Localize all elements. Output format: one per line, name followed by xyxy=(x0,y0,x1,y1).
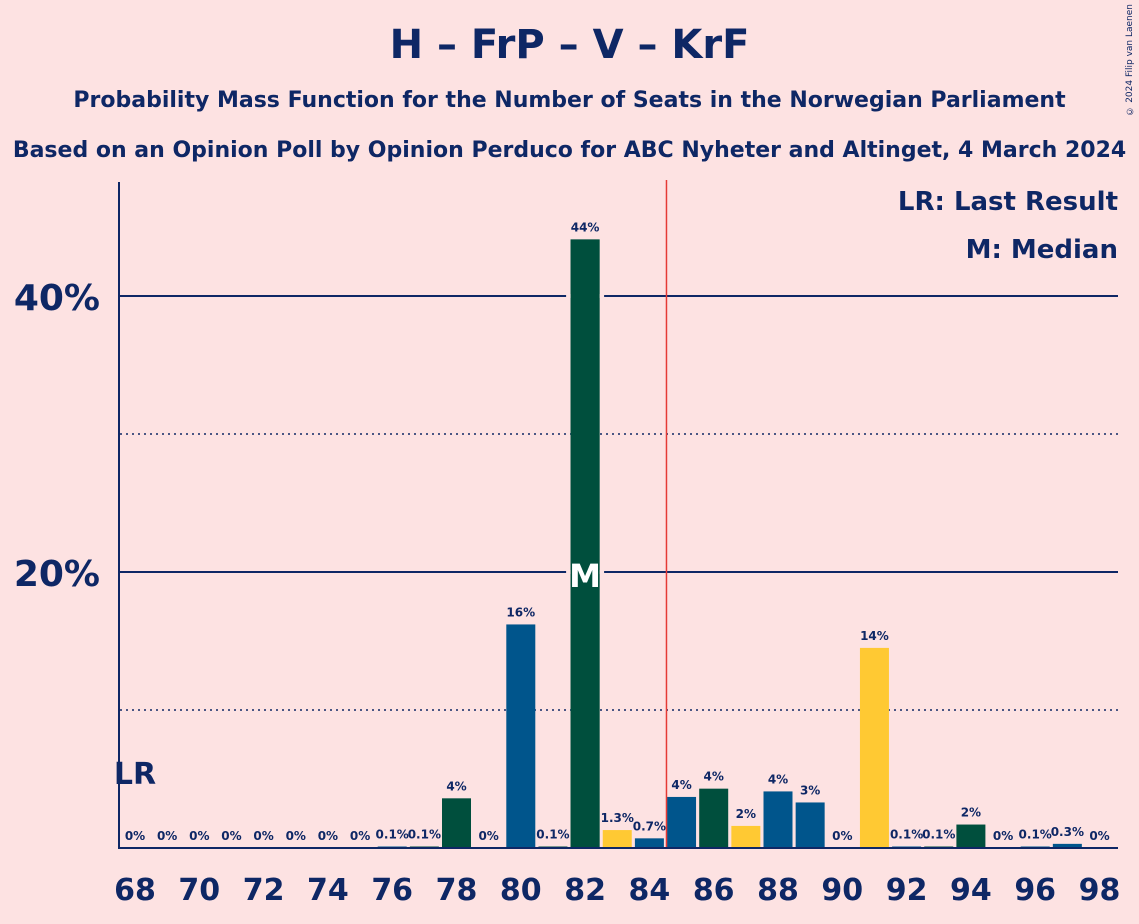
bar-value-label: 0.3% xyxy=(1051,825,1084,839)
x-tick-label: 82 xyxy=(564,873,606,908)
bar-value-label: 0.1% xyxy=(890,828,923,842)
chart-title: H – FrP – V – KrF xyxy=(389,22,750,68)
x-tick-label: 96 xyxy=(1014,873,1056,908)
bar-value-label: 3% xyxy=(800,783,820,797)
x-tick-label: 74 xyxy=(307,873,349,908)
y-tick-label: 40% xyxy=(14,278,100,319)
bar-value-label: 4% xyxy=(768,772,788,786)
bar-seat-80 xyxy=(506,624,536,848)
bar-value-label: 0.1% xyxy=(1019,828,1052,842)
bar-seat-89 xyxy=(795,802,825,848)
bar-value-label: 14% xyxy=(860,629,889,643)
bar-value-label: 4% xyxy=(704,770,724,784)
bar-seat-78 xyxy=(442,798,471,848)
bar-value-label: 1.3% xyxy=(601,811,634,825)
bar-value-label: 4% xyxy=(446,779,466,793)
bar-value-label: 0% xyxy=(993,829,1013,843)
bar-seat-86 xyxy=(699,788,729,848)
bar-value-label: 0.1% xyxy=(408,828,441,842)
bar-seat-94 xyxy=(956,824,986,848)
bar-value-label: 0% xyxy=(286,829,306,843)
bar-seat-84 xyxy=(634,838,664,848)
x-tick-label: 90 xyxy=(821,873,863,908)
x-tick-label: 94 xyxy=(950,873,992,908)
bar-seat-88 xyxy=(763,791,793,848)
bar-value-label: 0% xyxy=(478,829,498,843)
bar-value-label: 2% xyxy=(961,806,981,820)
bar-seat-83 xyxy=(602,830,632,848)
x-tick-label: 76 xyxy=(371,873,413,908)
bar-value-label: 0% xyxy=(189,829,209,843)
bar-value-label: 0% xyxy=(125,829,145,843)
x-tick-label: 98 xyxy=(1079,873,1121,908)
bar-value-label: 0.1% xyxy=(536,828,569,842)
legend-median: M: Median xyxy=(966,235,1118,265)
x-tick-label: 92 xyxy=(886,873,928,908)
x-tick-label: 72 xyxy=(243,873,285,908)
bar-value-label: 0% xyxy=(318,829,338,843)
legend-last-result: LR: Last Result xyxy=(898,187,1118,217)
bar-value-label: 0% xyxy=(157,829,177,843)
bar-median xyxy=(570,239,600,849)
bar-value-label: 4% xyxy=(671,778,691,792)
bar-seat-85 xyxy=(667,796,697,848)
bar-value-label: 0.7% xyxy=(633,819,666,833)
bar-value-label: 0.1% xyxy=(376,828,409,842)
x-tick-label: 84 xyxy=(629,873,671,908)
x-tick-label: 86 xyxy=(693,873,735,908)
y-tick-label: 20% xyxy=(14,554,100,595)
x-tick-label: 68 xyxy=(114,873,156,908)
chart-subtitle-source: Based on an Opinion Poll by Opinion Perd… xyxy=(12,138,1127,163)
bar-seat-97 xyxy=(1052,843,1082,848)
bar-value-label: 0% xyxy=(1089,829,1109,843)
bar-value-label: 0% xyxy=(221,829,241,843)
median-marker: M xyxy=(569,557,601,595)
bar-value-label: 0% xyxy=(350,829,370,843)
bar-value-label: 2% xyxy=(736,807,756,821)
x-tick-label: 70 xyxy=(178,873,220,908)
bar-seat-87 xyxy=(731,825,761,848)
bar-seat-91 xyxy=(859,647,889,848)
x-tick-label: 78 xyxy=(436,873,478,908)
chart-subtitle: Probability Mass Function for the Number… xyxy=(73,88,1066,113)
bar-value-label: 16% xyxy=(506,605,535,619)
bar-value-label: 0.1% xyxy=(922,828,955,842)
bar-value-label: 44% xyxy=(571,220,600,234)
last-result-marker: LR xyxy=(114,757,156,792)
bar-value-label: 0% xyxy=(832,829,852,843)
x-tick-label: 88 xyxy=(757,873,799,908)
x-tick-label: 80 xyxy=(500,873,542,908)
bar-value-label: 0% xyxy=(253,829,273,843)
